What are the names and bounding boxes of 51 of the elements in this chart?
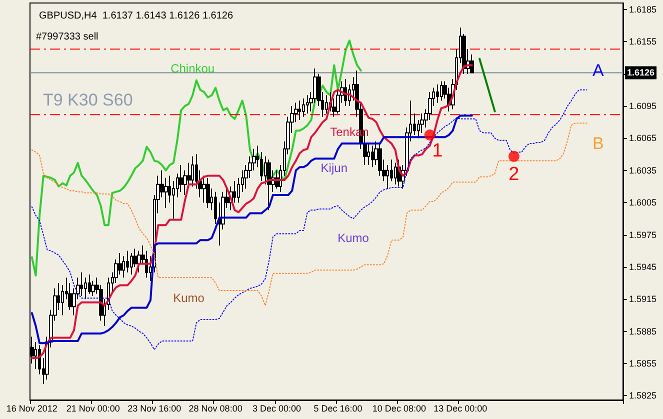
ref-line-label: 1.6126 xyxy=(627,68,655,78)
x-tick-label: 3 Dec 00:00 xyxy=(252,404,302,414)
annotation: Kumo xyxy=(338,230,370,245)
candlestick xyxy=(267,159,271,211)
candlestick xyxy=(440,80,443,102)
line-series xyxy=(30,114,473,344)
ref-line-label: T9 K30 S60 xyxy=(43,90,133,110)
y-tick-label: 1.5975 xyxy=(629,230,657,240)
candlestick xyxy=(206,177,210,208)
candlestick xyxy=(325,94,328,114)
candlestick xyxy=(191,156,194,187)
y-tick-label: 1.5825 xyxy=(629,390,657,401)
y-tick-label: 1.5885 xyxy=(629,326,657,336)
candlestick xyxy=(436,84,439,104)
y-tick-label: 1.6095 xyxy=(629,101,657,112)
candlestick xyxy=(80,272,83,296)
series-label: B xyxy=(592,134,604,154)
candlestick xyxy=(420,113,424,134)
y-tick-label: 1.6185 xyxy=(629,4,657,14)
x-tick-label: 10 Dec 08:00 xyxy=(372,404,426,414)
line-series xyxy=(31,122,588,306)
candlestick xyxy=(130,252,133,275)
ref-line-label: #7997333 sell xyxy=(36,32,98,43)
line-series xyxy=(30,64,473,360)
candlestick xyxy=(302,98,305,118)
x-tick-label: 16 Nov 2012 xyxy=(6,404,58,414)
candlestick xyxy=(214,191,217,225)
y-tick-label: 1.6155 xyxy=(629,36,657,47)
y-tick-label: 1.6005 xyxy=(629,198,657,208)
x-tick-label: 28 Nov 08:00 xyxy=(188,404,242,414)
x-tick-label: 13 Dec 00:00 xyxy=(434,404,488,414)
candlestick xyxy=(371,145,374,168)
candlestick xyxy=(298,100,301,120)
candlestick xyxy=(306,94,309,114)
x-tick-label: 5 Dec 16:00 xyxy=(314,404,362,414)
y-tick-label: 1.6035 xyxy=(629,165,657,176)
series-label: 2 xyxy=(508,164,520,186)
y-tick-label: 1.6065 xyxy=(629,133,657,144)
y-tick-label: 1.5915 xyxy=(629,294,657,304)
series-label: Chinkou xyxy=(170,61,215,76)
series-label: 1 xyxy=(432,140,443,162)
x-tick-label: 23 Nov 16:00 xyxy=(128,404,182,414)
text: GBPUSD,H4 1.6137 1.6143 1.6126 1.6126 xyxy=(39,10,234,22)
y-tick-label: 1.5945 xyxy=(629,262,657,272)
series-label: Kijun xyxy=(320,161,348,176)
candlestick xyxy=(394,162,397,185)
y-tick-label: 1.5855 xyxy=(629,358,657,369)
series-label: A xyxy=(592,61,604,80)
annotation: Kumo xyxy=(173,291,205,306)
line-series xyxy=(31,89,588,350)
x-tick-label: 21 Nov 00:00 xyxy=(66,404,120,414)
